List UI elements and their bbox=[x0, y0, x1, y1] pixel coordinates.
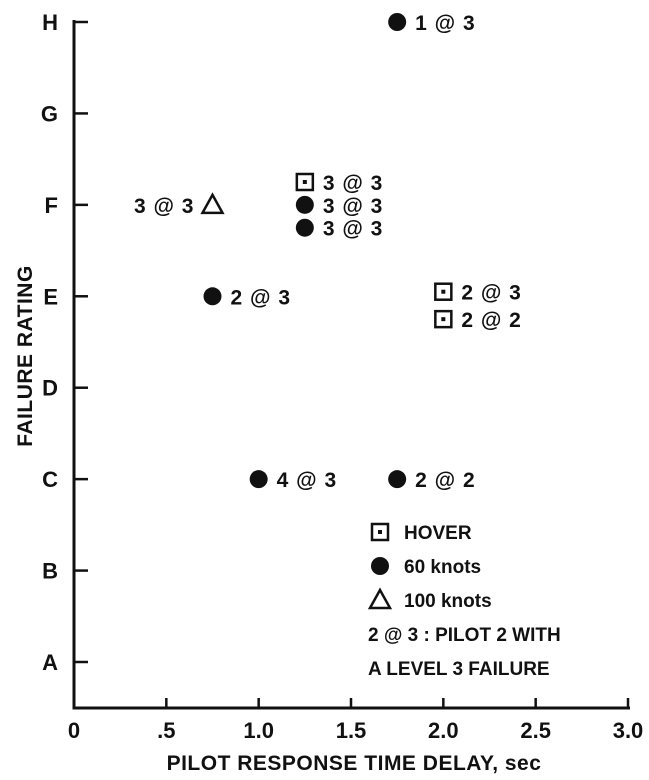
x-tick-label: 1.0 bbox=[243, 718, 274, 743]
point-label: 2 @ 2 bbox=[461, 309, 522, 332]
data-point bbox=[295, 172, 315, 192]
x-tick-label: 3.0 bbox=[613, 718, 644, 743]
data-point bbox=[200, 192, 225, 215]
y-tick-label: B bbox=[42, 559, 58, 584]
data-point bbox=[249, 470, 268, 489]
data-point bbox=[295, 195, 314, 214]
point-label: 3 @ 3 bbox=[323, 195, 384, 218]
x-tick-label: .5 bbox=[157, 718, 175, 743]
y-tick-label: H bbox=[42, 10, 58, 35]
x-tick-label: 0 bbox=[68, 718, 80, 743]
square-center-dot bbox=[302, 180, 307, 184]
x-tick-label: 2.5 bbox=[520, 718, 551, 743]
legend-label: 100 knots bbox=[404, 591, 492, 612]
point-label: 3 @ 3 bbox=[323, 172, 384, 195]
y-axis-title: FAILURE RATING bbox=[14, 265, 37, 447]
data-point bbox=[295, 218, 314, 237]
legend-marker bbox=[370, 522, 390, 542]
x-tick-label: 1.5 bbox=[336, 718, 367, 743]
legend-label: 60 knots bbox=[404, 557, 481, 578]
point-label: 2 @ 3 bbox=[231, 286, 292, 309]
y-tick-label: E bbox=[43, 284, 58, 309]
legend: HOVER 60 knots 100 knots 2 @ 3 : PILOT 2 WI… bbox=[367, 522, 561, 680]
data-point bbox=[388, 470, 407, 489]
square-center-dot bbox=[441, 289, 446, 294]
x-axis-title: PILOT RESPONSE TIME DELAY, sec bbox=[167, 752, 542, 775]
data-point bbox=[434, 282, 453, 301]
data-point bbox=[388, 13, 407, 31]
square-outline bbox=[434, 282, 453, 301]
y-tick-label: F bbox=[45, 193, 58, 218]
legend-note-line: 2 @ 3 : PILOT 2 WITH bbox=[368, 625, 561, 646]
y-tick-label: A bbox=[42, 650, 58, 675]
axes bbox=[72, 20, 630, 710]
data-point bbox=[434, 309, 453, 329]
data-point bbox=[203, 287, 222, 306]
legend-marker bbox=[371, 557, 389, 575]
point-label: 4 @ 3 bbox=[277, 469, 338, 492]
square-center-dot bbox=[378, 530, 382, 534]
point-label: 3 @ 3 bbox=[134, 195, 195, 218]
point-label: 2 @ 3 bbox=[461, 282, 522, 305]
y-tick-label: G bbox=[41, 101, 58, 126]
y-tick-label: C bbox=[42, 467, 58, 492]
point-label: 1 @ 3 bbox=[415, 12, 476, 35]
square-outline bbox=[295, 172, 315, 192]
square-outline bbox=[370, 522, 390, 542]
point-label: 2 @ 2 bbox=[415, 469, 476, 492]
square-outline bbox=[434, 309, 453, 329]
square-center-dot bbox=[441, 317, 446, 322]
legend-note-line: A LEVEL 3 FAILURE bbox=[368, 659, 550, 680]
legend-label: HOVER bbox=[404, 523, 472, 544]
x-tick-label: 2.0 bbox=[428, 718, 459, 743]
legend-marker bbox=[367, 587, 393, 610]
tick-group: 0 .5 1.0 1.5 2.0 2.5 3.0 A B C D E F G H bbox=[41, 10, 643, 743]
y-tick-label: D bbox=[42, 376, 58, 401]
point-label: 3 @ 3 bbox=[323, 218, 384, 241]
